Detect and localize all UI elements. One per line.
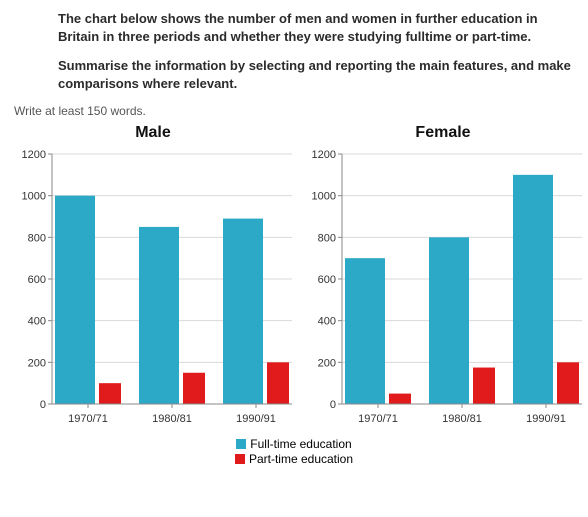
y-tick-label: 200: [318, 358, 336, 370]
x-tick-label: 1990/91: [236, 413, 276, 425]
x-tick-label: 1980/81: [442, 413, 482, 425]
legend-label: Full-time education: [250, 437, 351, 451]
bar-fulltime: [513, 175, 553, 404]
prompt-paragraph-2: Summarise the information by selecting a…: [58, 57, 574, 92]
legend-label: Part-time education: [249, 452, 353, 466]
chart-title: Female: [300, 124, 586, 142]
legend-swatch: [236, 439, 246, 449]
chart-panel: Female 0 200 400 600 800 1000 1200 1970/71 1980/8…: [300, 124, 586, 430]
y-tick-label: 600: [318, 274, 336, 286]
bar-fulltime: [139, 227, 179, 404]
x-tick-label: 1970/71: [358, 413, 398, 425]
bar-parttime: [473, 368, 495, 404]
y-tick-label: 600: [28, 274, 46, 286]
legend-swatch: [235, 454, 245, 464]
y-tick-label: 400: [28, 316, 46, 328]
legend-fulltime: Full-time education: [0, 437, 588, 451]
bar-parttime: [183, 373, 205, 404]
bar-fulltime: [55, 196, 95, 404]
prompt-paragraph-1: The chart below shows the number of men …: [58, 10, 574, 45]
bar-chart: 0 200 400 600 800 1000 1200 1970/71 1980/81 1990/…: [300, 146, 586, 430]
bar-fulltime: [429, 238, 469, 405]
y-tick-label: 1200: [312, 149, 336, 161]
chart-panel: Male 0 200 400 600 800 1000 1200 1970/71 1980/81 1…: [10, 124, 296, 430]
word-count-instruction: Write at least 150 words.: [0, 104, 588, 122]
task-prompt: The chart below shows the number of men …: [0, 0, 588, 92]
bar-chart: 0 200 400 600 800 1000 1200 1970/71 1980/81 1990/…: [10, 146, 296, 430]
bar-parttime: [267, 363, 289, 405]
bar-parttime: [389, 394, 411, 404]
y-tick-label: 0: [330, 399, 336, 411]
x-tick-label: 1990/91: [526, 413, 566, 425]
y-tick-label: 0: [40, 399, 46, 411]
chart-title: Male: [10, 124, 296, 142]
y-tick-label: 1000: [22, 191, 46, 203]
bar-parttime: [99, 383, 121, 404]
y-tick-label: 800: [28, 233, 46, 245]
x-tick-label: 1970/71: [68, 413, 108, 425]
legend-parttime: Part-time education: [0, 452, 588, 466]
bar-fulltime: [223, 219, 263, 404]
y-tick-label: 1000: [312, 191, 336, 203]
y-tick-label: 800: [318, 233, 336, 245]
charts-container: Male 0 200 400 600 800 1000 1200 1970/71 1980/81 1…: [0, 122, 588, 430]
bar-fulltime: [345, 258, 385, 404]
x-tick-label: 1980/81: [152, 413, 192, 425]
y-tick-label: 1200: [22, 149, 46, 161]
bar-parttime: [557, 363, 579, 405]
y-tick-label: 400: [318, 316, 336, 328]
legend: Full-time educationPart-time education: [0, 430, 588, 477]
y-tick-label: 200: [28, 358, 46, 370]
